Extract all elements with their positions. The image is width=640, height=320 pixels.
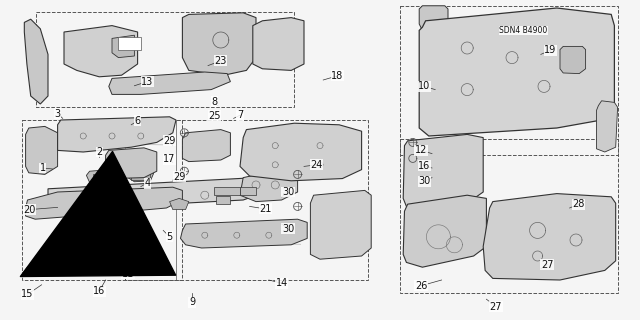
Polygon shape bbox=[26, 126, 58, 174]
Polygon shape bbox=[58, 117, 176, 152]
Polygon shape bbox=[310, 190, 371, 259]
Polygon shape bbox=[419, 6, 448, 32]
Polygon shape bbox=[253, 18, 304, 70]
Text: 30: 30 bbox=[418, 176, 431, 187]
Text: 9: 9 bbox=[189, 297, 195, 308]
Text: 1: 1 bbox=[40, 163, 46, 173]
Text: 11: 11 bbox=[122, 268, 134, 279]
Text: 12: 12 bbox=[415, 145, 428, 156]
Text: 22: 22 bbox=[93, 182, 106, 192]
Polygon shape bbox=[182, 130, 230, 162]
Polygon shape bbox=[180, 219, 307, 248]
Bar bbox=[125, 120, 368, 280]
Polygon shape bbox=[560, 46, 586, 74]
Text: 18: 18 bbox=[331, 71, 344, 81]
Polygon shape bbox=[419, 8, 614, 136]
Text: 26: 26 bbox=[415, 281, 428, 291]
Text: 19: 19 bbox=[544, 45, 557, 55]
Polygon shape bbox=[64, 26, 138, 77]
Text: 4: 4 bbox=[144, 178, 150, 188]
Text: 6: 6 bbox=[134, 116, 141, 126]
Text: 7: 7 bbox=[237, 110, 243, 120]
Polygon shape bbox=[483, 194, 616, 280]
Bar bbox=[22, 120, 182, 280]
Text: 29: 29 bbox=[163, 136, 176, 146]
Text: 27: 27 bbox=[541, 260, 554, 270]
Text: 15: 15 bbox=[21, 289, 34, 300]
Bar bbox=[118, 197, 131, 206]
Polygon shape bbox=[240, 123, 362, 181]
Text: 13: 13 bbox=[141, 76, 154, 87]
Text: 25: 25 bbox=[208, 111, 221, 121]
Text: 30: 30 bbox=[282, 224, 294, 234]
Polygon shape bbox=[86, 169, 125, 182]
Text: 29: 29 bbox=[173, 172, 186, 182]
Polygon shape bbox=[48, 178, 266, 210]
Text: 14: 14 bbox=[275, 278, 288, 288]
Text: 16: 16 bbox=[93, 286, 106, 296]
Text: 3: 3 bbox=[54, 108, 61, 119]
Text: 28: 28 bbox=[572, 199, 585, 209]
Text: SDN4 B4900: SDN4 B4900 bbox=[499, 26, 548, 35]
Polygon shape bbox=[106, 148, 157, 179]
Bar bbox=[93, 197, 106, 206]
Bar bbox=[93, 174, 106, 182]
Polygon shape bbox=[403, 195, 486, 267]
Polygon shape bbox=[112, 35, 134, 58]
Polygon shape bbox=[128, 168, 154, 182]
Text: 20: 20 bbox=[23, 204, 36, 215]
Text: 17: 17 bbox=[163, 154, 176, 164]
Bar bbox=[138, 197, 150, 206]
Text: 24: 24 bbox=[310, 160, 323, 170]
Polygon shape bbox=[596, 101, 618, 152]
Text: 21: 21 bbox=[259, 204, 272, 214]
Bar bbox=[131, 172, 150, 180]
Polygon shape bbox=[240, 173, 298, 202]
Bar bbox=[36, 12, 294, 107]
Bar bbox=[214, 187, 240, 195]
Text: 5: 5 bbox=[166, 232, 173, 242]
Text: 8: 8 bbox=[211, 97, 218, 107]
Text: 2: 2 bbox=[96, 147, 102, 157]
Polygon shape bbox=[26, 187, 182, 219]
Polygon shape bbox=[403, 134, 483, 211]
Bar bbox=[400, 139, 618, 293]
Text: 30: 30 bbox=[282, 187, 294, 197]
Bar bbox=[118, 37, 141, 50]
Text: 16: 16 bbox=[418, 161, 431, 171]
Polygon shape bbox=[170, 198, 189, 210]
Text: 27: 27 bbox=[490, 301, 502, 312]
Text: 23: 23 bbox=[214, 56, 227, 66]
Polygon shape bbox=[24, 19, 48, 104]
Bar bbox=[108, 174, 120, 182]
Text: 10: 10 bbox=[418, 81, 431, 92]
Bar bbox=[240, 187, 256, 195]
Polygon shape bbox=[182, 13, 256, 75]
Polygon shape bbox=[109, 72, 230, 94]
Bar bbox=[400, 6, 618, 155]
Text: FR.: FR. bbox=[44, 257, 60, 266]
Bar bbox=[216, 196, 230, 204]
